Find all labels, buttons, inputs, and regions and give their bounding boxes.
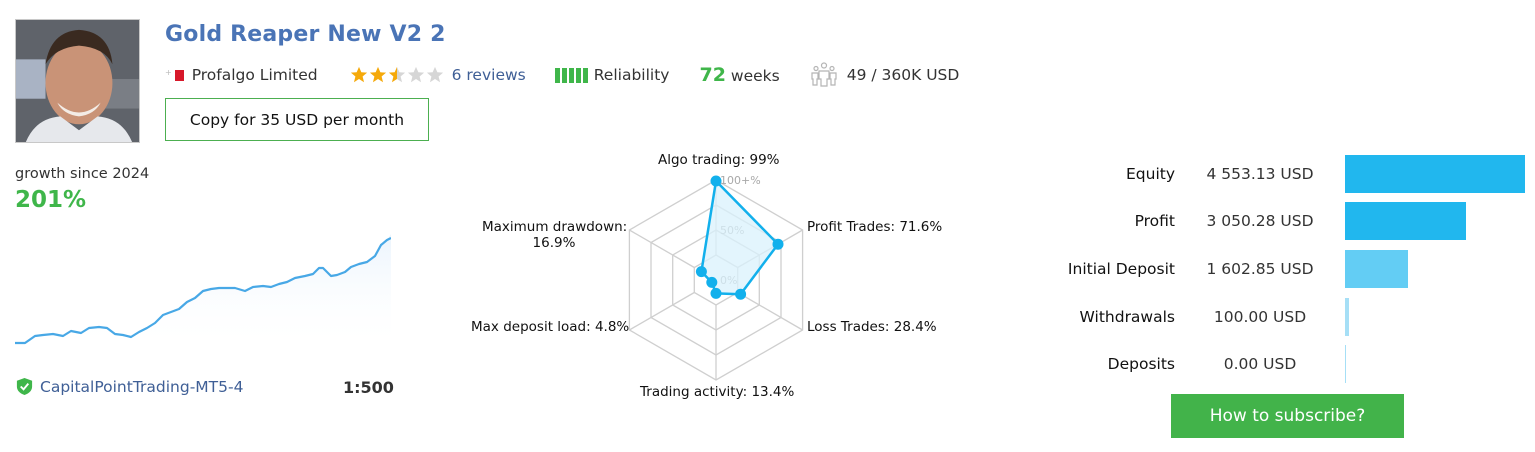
reliability-bar xyxy=(561,67,567,83)
avatar-photo xyxy=(16,20,139,142)
radar-label-algo: Algo trading: 99% xyxy=(658,152,780,168)
server-name: CapitalPointTrading-MT5-4 xyxy=(40,377,244,396)
reliability-bar xyxy=(582,67,588,83)
weeks-label: weeks xyxy=(730,67,780,85)
star-full-icon xyxy=(350,66,367,83)
country-flag-icon xyxy=(174,69,184,81)
stat-bar xyxy=(1345,345,1346,383)
radar-point-drawdown[interactable] xyxy=(695,266,707,278)
flag-plus-icon: + xyxy=(165,67,172,77)
growth-value: 201% xyxy=(15,187,87,213)
weeks-value: 72 xyxy=(699,64,726,86)
stat-bar xyxy=(1345,202,1466,240)
author-avatar[interactable] xyxy=(15,19,140,143)
radar-label-drawdown-title: Maximum drawdown: xyxy=(482,219,628,235)
reliability-label: Reliability xyxy=(593,66,670,84)
how-to-subscribe-button[interactable]: How to subscribe? xyxy=(1171,394,1404,438)
stat-value: 0.00 USD xyxy=(1223,355,1297,373)
stat-value: 4 553.13 USD xyxy=(1206,165,1314,183)
stat-row-deposits: Deposits 0.00 USD xyxy=(1040,345,1535,383)
radar-label-deposit-load: Max deposit load: 4.8% xyxy=(471,319,630,335)
copy-subscription-button[interactable]: Copy for 35 USD per month xyxy=(165,98,429,141)
radar-point-deposit-load[interactable] xyxy=(706,276,718,288)
stat-row-initial-deposit: Initial Deposit 1 602.85 USD xyxy=(1040,250,1535,288)
subscribers-value: 49 / 360K USD xyxy=(846,66,960,84)
stat-row-profit: Profit 3 050.28 USD xyxy=(1040,202,1535,240)
stat-row-withdrawals: Withdrawals 100.00 USD xyxy=(1040,298,1535,336)
stat-bar xyxy=(1345,250,1408,288)
provider-name[interactable]: Profalgo Limited xyxy=(191,66,318,84)
signal-meta-row: + Profalgo Limited 6 reviews Reliability… xyxy=(165,62,960,88)
star-half-icon xyxy=(388,66,405,83)
radar-label-drawdown: Maximum drawdown: 16.9% xyxy=(482,219,628,251)
stat-label: Initial Deposit xyxy=(1067,260,1175,278)
radar-point-loss[interactable] xyxy=(735,288,747,300)
sparkline-line xyxy=(15,237,391,345)
reliability-indicator: Reliability xyxy=(554,66,670,84)
radar-grid: 100+% 50% 0% xyxy=(628,174,804,381)
radar-chart: 100+% 50% 0% Algo trading: 99% Profit Tr… xyxy=(440,145,1000,410)
scale-label-100: 100+% xyxy=(720,174,761,187)
weeks-age: 72 weeks xyxy=(699,64,779,86)
stat-row-equity: Equity 4 553.13 USD xyxy=(1040,155,1535,193)
star-empty-icon xyxy=(407,66,424,83)
stat-value: 100.00 USD xyxy=(1213,308,1307,326)
signal-title[interactable]: Gold Reaper New V2 2 xyxy=(165,22,446,47)
stat-label: Profit xyxy=(1134,212,1175,230)
radar-label-activity: Trading activity: 13.4% xyxy=(640,384,795,400)
verified-shield-icon xyxy=(16,377,33,396)
star-full-icon xyxy=(369,66,386,83)
reliability-bar xyxy=(575,67,581,83)
stat-bar xyxy=(1345,298,1349,336)
stat-value: 3 050.28 USD xyxy=(1206,212,1314,230)
star-empty-icon xyxy=(426,66,443,83)
broker-server[interactable]: CapitalPointTrading-MT5-4 xyxy=(15,377,243,396)
reliability-bar xyxy=(554,67,560,83)
stat-bar xyxy=(1345,155,1525,193)
radar-point-activity[interactable] xyxy=(710,287,722,299)
radar-point-algo[interactable] xyxy=(710,175,722,187)
leverage-value: 1:500 xyxy=(343,378,394,397)
rating-stars xyxy=(350,66,444,84)
reliability-bar xyxy=(568,67,574,83)
stat-value: 1 602.85 USD xyxy=(1206,260,1314,278)
radar-label-profit: Profit Trades: 71.6% xyxy=(807,219,943,235)
subscribers-info: 49 / 360K USD xyxy=(810,62,960,88)
growth-label: growth since 2024 xyxy=(15,166,150,182)
radar-label-loss: Loss Trades: 28.4% xyxy=(807,319,937,335)
growth-sparkline-chart[interactable] xyxy=(15,190,391,350)
stat-label: Equity xyxy=(1125,165,1175,183)
radar-label-drawdown-value: 16.9% xyxy=(532,235,576,251)
sparkline-area xyxy=(15,195,391,350)
subscribers-icon xyxy=(811,62,837,87)
stat-label: Withdrawals xyxy=(1079,308,1175,326)
stat-label: Deposits xyxy=(1107,355,1175,373)
reviews-link[interactable]: 6 reviews xyxy=(451,66,526,84)
radar-point-profit[interactable] xyxy=(772,238,784,250)
